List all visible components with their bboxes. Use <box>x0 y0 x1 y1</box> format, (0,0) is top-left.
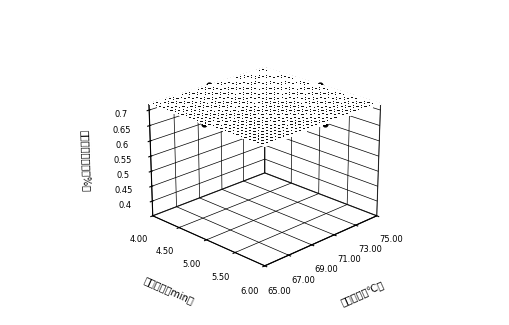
X-axis label: 沉降温度（℃）: 沉降温度（℃） <box>339 280 385 308</box>
Y-axis label: 打浆时间（min）: 打浆时间（min） <box>143 275 195 306</box>
